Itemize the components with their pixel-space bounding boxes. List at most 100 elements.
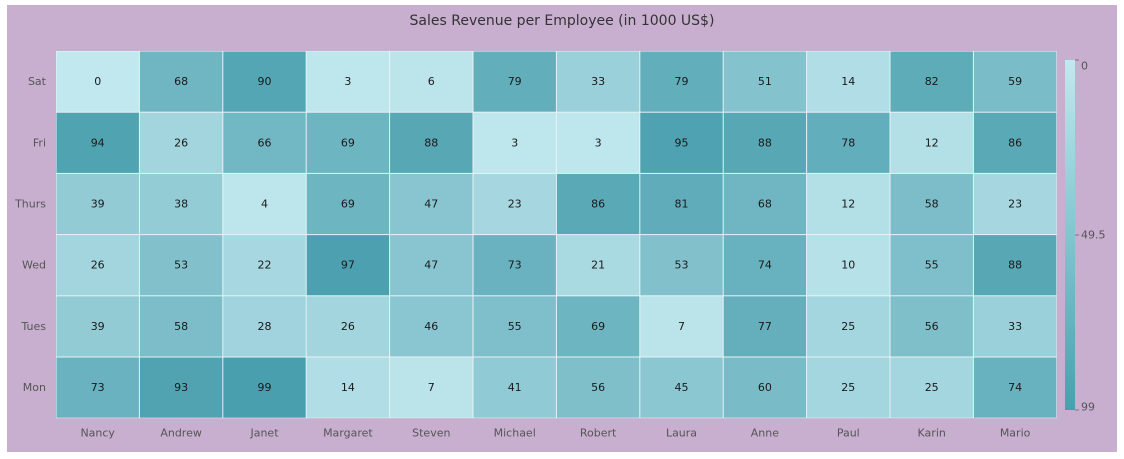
heatmap-cell[interactable] <box>56 173 139 235</box>
heatmap-cell[interactable] <box>139 296 223 357</box>
x-axis-label: Margaret <box>323 427 373 440</box>
cell-value-label: 7 <box>428 381 435 394</box>
heatmap-cell[interactable] <box>890 112 973 173</box>
cell-value-label: 26 <box>174 136 188 149</box>
heatmap-cell[interactable] <box>640 173 723 235</box>
heatmap-cell[interactable] <box>807 235 890 296</box>
heatmap-cell[interactable] <box>56 112 139 173</box>
heatmap-cell[interactable] <box>556 296 640 357</box>
heatmap-cell[interactable] <box>723 51 807 112</box>
heatmap-cell[interactable] <box>139 235 223 296</box>
heatmap-cell[interactable] <box>390 51 473 112</box>
heatmap-cell[interactable] <box>807 296 890 357</box>
heatmap-cell[interactable] <box>556 357 640 418</box>
cell-value-label: 95 <box>675 136 689 149</box>
heatmap-cell[interactable] <box>890 173 973 235</box>
heatmap-cell[interactable] <box>56 51 139 112</box>
heatmap-cell[interactable] <box>390 296 473 357</box>
heatmap-cell[interactable] <box>223 51 306 112</box>
cell-value-label: 25 <box>925 381 939 394</box>
heatmap-cell[interactable] <box>390 357 473 418</box>
heatmap-cell[interactable] <box>890 235 973 296</box>
heatmap-cell[interactable] <box>306 112 390 173</box>
heatmap-cell[interactable] <box>390 173 473 235</box>
cell-value-label: 3 <box>511 136 518 149</box>
heatmap-cell[interactable] <box>473 235 556 296</box>
heatmap-cell[interactable] <box>473 51 556 112</box>
heatmap-cell[interactable] <box>306 51 390 112</box>
heatmap-cell[interactable] <box>723 112 807 173</box>
heatmap-cell[interactable] <box>139 173 223 235</box>
heatmap-cell[interactable] <box>223 296 306 357</box>
x-axis-label: Karin <box>918 427 946 440</box>
heatmap-cell[interactable] <box>973 296 1057 357</box>
heatmap-cell[interactable] <box>640 357 723 418</box>
heatmap-cell[interactable] <box>723 357 807 418</box>
legend-label: 99 <box>1081 401 1095 414</box>
heatmap-cell[interactable] <box>973 112 1057 173</box>
heatmap-cell[interactable] <box>640 235 723 296</box>
heatmap-cell[interactable] <box>139 357 223 418</box>
heatmap-cell[interactable] <box>973 51 1057 112</box>
heatmap-cell[interactable] <box>306 296 390 357</box>
cell-value-label: 88 <box>1008 259 1022 272</box>
heatmap-cell[interactable] <box>306 235 390 296</box>
heatmap-cell[interactable] <box>807 112 890 173</box>
cell-value-label: 55 <box>925 259 939 272</box>
heatmap-cell[interactable] <box>473 296 556 357</box>
heatmap-cell[interactable] <box>473 173 556 235</box>
heatmap-cell[interactable] <box>556 173 640 235</box>
heatmap-cell[interactable] <box>807 173 890 235</box>
heatmap-cell[interactable] <box>807 357 890 418</box>
heatmap-cell[interactable] <box>890 296 973 357</box>
cell-value-label: 23 <box>508 198 522 211</box>
cell-value-label: 14 <box>841 75 855 88</box>
heatmap-cell[interactable] <box>223 173 306 235</box>
heatmap-cell[interactable] <box>723 235 807 296</box>
heatmap-cell[interactable] <box>890 357 973 418</box>
heatmap-cell[interactable] <box>723 296 807 357</box>
heatmap-chart: Sales Revenue per Employee (in 1000 US$)… <box>7 5 1117 452</box>
heatmap-cell[interactable] <box>56 235 139 296</box>
heatmap-cell[interactable] <box>56 357 139 418</box>
heatmap-cell[interactable] <box>223 357 306 418</box>
heatmap-cell[interactable] <box>807 51 890 112</box>
legend-label: 49.5 <box>1081 229 1106 242</box>
y-axis-label: Sat <box>28 75 47 88</box>
cell-value-label: 56 <box>925 320 939 333</box>
heatmap-cell[interactable] <box>890 51 973 112</box>
cell-value-label: 59 <box>1008 75 1022 88</box>
heatmap-cell[interactable] <box>223 112 306 173</box>
heatmap-cell[interactable] <box>56 296 139 357</box>
heatmap-cell[interactable] <box>640 112 723 173</box>
cell-value-label: 26 <box>341 320 355 333</box>
heatmap-cell[interactable] <box>556 112 640 173</box>
heatmap-cell[interactable] <box>556 235 640 296</box>
cell-value-label: 90 <box>258 75 272 88</box>
heatmap-cell[interactable] <box>556 51 640 112</box>
cell-value-label: 41 <box>508 381 522 394</box>
heatmap-cell[interactable] <box>390 235 473 296</box>
legend-gradient-bar <box>1065 60 1075 410</box>
heatmap-cell[interactable] <box>139 112 223 173</box>
heatmap-cell[interactable] <box>973 357 1057 418</box>
heatmap-cell[interactable] <box>139 51 223 112</box>
heatmap-cell[interactable] <box>390 112 473 173</box>
heatmap-cell[interactable] <box>723 173 807 235</box>
cell-value-label: 60 <box>758 381 772 394</box>
y-axis-label: Fri <box>33 136 46 149</box>
heatmap-cell[interactable] <box>973 173 1057 235</box>
heatmap-cell[interactable] <box>640 296 723 357</box>
cell-value-label: 58 <box>925 198 939 211</box>
heatmap-cell[interactable] <box>473 112 556 173</box>
cell-value-label: 10 <box>841 259 855 272</box>
cell-value-label: 3 <box>595 136 602 149</box>
heatmap-cell[interactable] <box>306 173 390 235</box>
heatmap-cell[interactable] <box>306 357 390 418</box>
heatmap-cell[interactable] <box>640 51 723 112</box>
cell-value-label: 81 <box>675 198 689 211</box>
heatmap-cell[interactable] <box>973 235 1057 296</box>
heatmap-svg: Sales Revenue per Employee (in 1000 US$)… <box>14 13 1106 440</box>
heatmap-cell[interactable] <box>223 235 306 296</box>
heatmap-cell[interactable] <box>473 357 556 418</box>
